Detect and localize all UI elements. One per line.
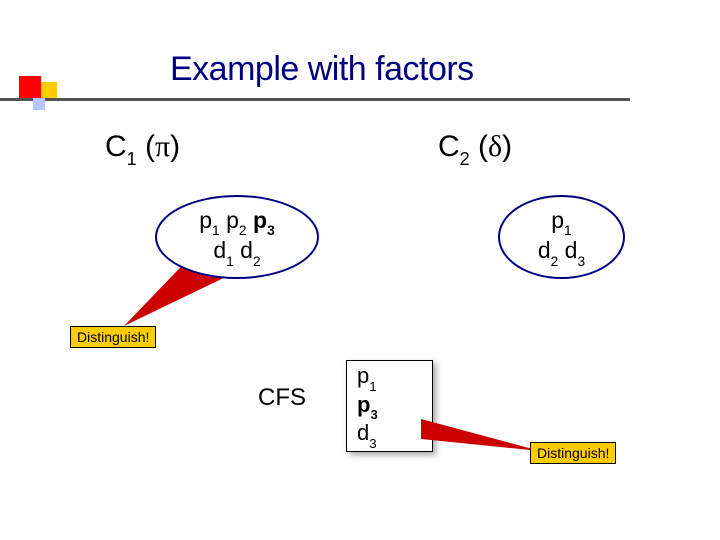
- cfs-box: p1p3d3: [346, 360, 433, 452]
- callout-distinguish-left: Distinguish!: [70, 326, 156, 348]
- slide-title: Example with factors: [170, 50, 474, 89]
- title-underline: [0, 98, 630, 101]
- ellipse-c1: p1 p2 p3d1 d2: [155, 195, 319, 279]
- decor-square-blue: [33, 98, 45, 110]
- ellipse-c2: p1d2 d3: [498, 195, 625, 279]
- decor-square-yellow: [41, 82, 57, 98]
- decor-square-red: [19, 76, 41, 98]
- callout-distinguish-right: Distinguish!: [530, 442, 616, 464]
- header-c1: C1 (π): [105, 130, 180, 168]
- ellipse-c1-text: p1 p2 p3d1 d2: [157, 197, 317, 277]
- callout-right-text: Distinguish!: [537, 445, 609, 461]
- callout-left-text: Distinguish!: [77, 329, 149, 345]
- ellipse-c2-text: p1d2 d3: [500, 197, 623, 277]
- cfs-label: CFS: [258, 384, 306, 412]
- header-c2: C2 (δ): [438, 130, 512, 168]
